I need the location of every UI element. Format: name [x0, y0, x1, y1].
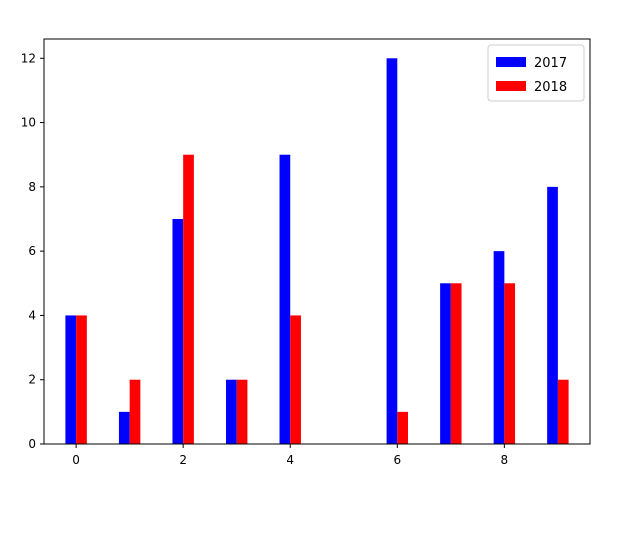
bar-2017-3 [226, 379, 237, 444]
bar-2018-1 [129, 379, 141, 444]
bar-2018-7 [450, 283, 462, 444]
bar-2018-3 [236, 379, 248, 444]
bars-layer [65, 58, 569, 445]
y-tick-label: 0 [28, 437, 36, 451]
legend-label-2017: 2017 [534, 56, 567, 71]
bar-2018-2 [183, 154, 194, 444]
bar-2017-1 [118, 411, 130, 444]
bar-2017-4 [279, 154, 291, 444]
legend-label-2018: 2018 [534, 80, 567, 95]
bar-2018-0 [76, 315, 87, 444]
bar-2017-7 [440, 283, 451, 444]
bar-2018-9 [557, 379, 569, 444]
y-axis: 0 2 4 6 8 10 12 [21, 51, 44, 451]
bar-2017-9 [547, 186, 558, 444]
y-tick-label: 8 [28, 180, 36, 194]
bar-2017-8 [493, 251, 505, 444]
x-tick-label: 8 [501, 453, 509, 467]
bar-2017-2 [172, 219, 184, 444]
y-tick-label: 6 [28, 244, 36, 258]
y-tick-label: 12 [21, 51, 36, 65]
bar-2018-8 [504, 283, 516, 444]
x-tick-label: 4 [286, 453, 294, 467]
x-tick-label: 2 [179, 453, 187, 467]
x-tick-label: 6 [393, 453, 401, 467]
y-tick-label: 10 [21, 116, 36, 130]
bar-2018-4 [290, 315, 301, 444]
y-tick-label: 2 [28, 373, 36, 387]
legend-swatch-2017 [496, 57, 526, 67]
legend: 2017 2018 [487, 44, 585, 102]
legend-swatch-2018 [496, 81, 526, 91]
y-tick-label: 4 [28, 308, 36, 322]
x-axis: 0 2 4 6 8 [72, 444, 508, 467]
plot-frame [43, 38, 591, 445]
x-tick-label: 0 [72, 453, 80, 467]
bar-2017-6 [386, 58, 398, 445]
bar-2018-6 [397, 411, 408, 444]
bar-2017-0 [65, 315, 77, 444]
